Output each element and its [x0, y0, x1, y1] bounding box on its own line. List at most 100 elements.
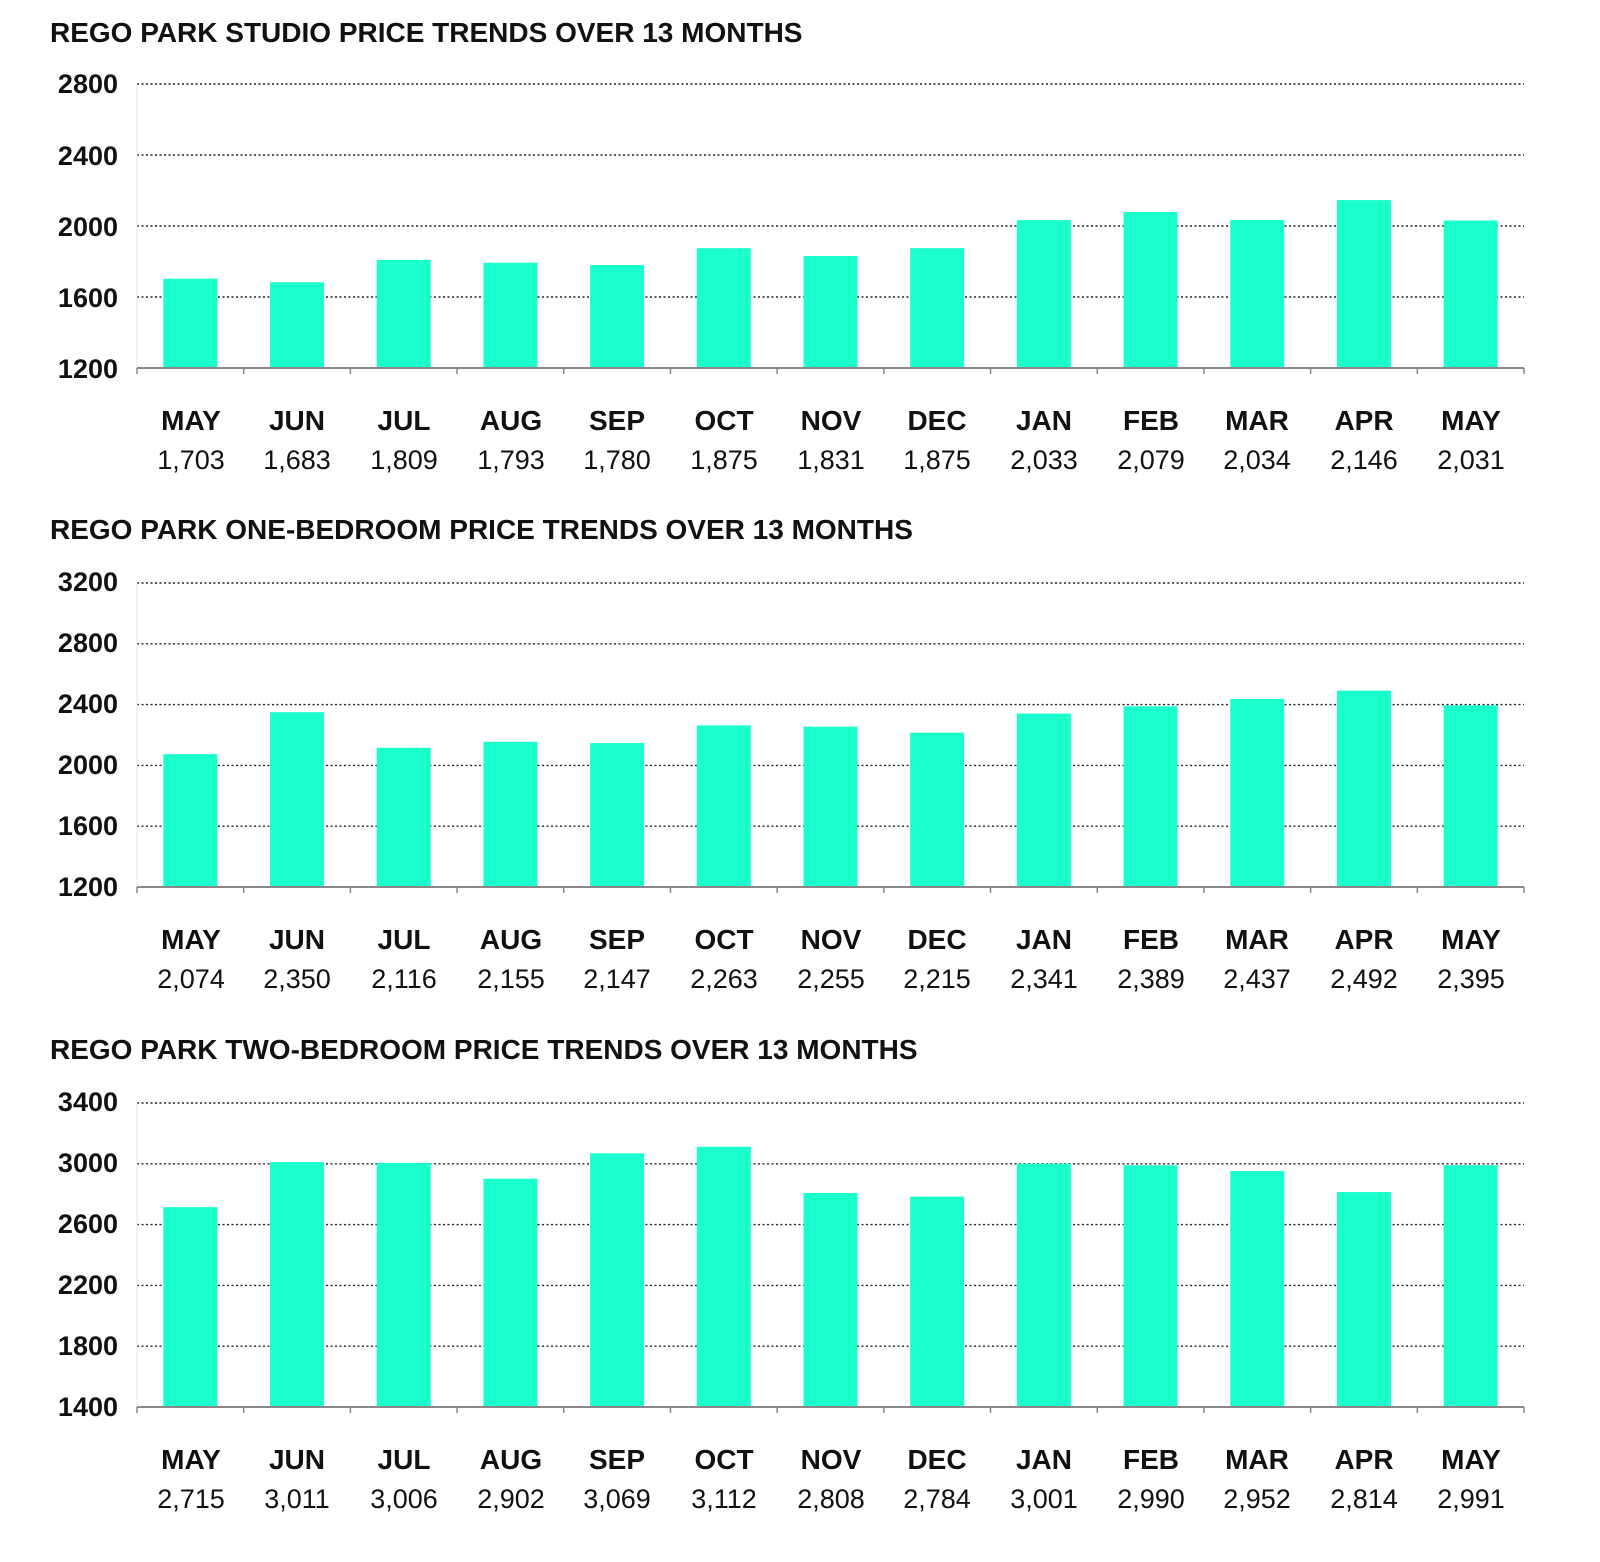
one-bedroom-month-label: APR	[1334, 924, 1393, 955]
two-bedroom-ytick-label: 1400	[58, 1392, 118, 1422]
studio-month-label: MAY	[1441, 405, 1501, 436]
studio-bar	[696, 248, 751, 368]
two-bedroom-value-label: 3,069	[583, 1484, 651, 1514]
one-bedroom-month-label: JAN	[1016, 924, 1072, 955]
one-bedroom-bar	[1443, 705, 1498, 887]
studio-value-label: 1,780	[583, 445, 651, 475]
two-bedroom-month-label: DEC	[907, 1444, 966, 1475]
two-bedroom-bars	[163, 1146, 1498, 1407]
one-bedroom-bar	[1230, 698, 1285, 887]
studio-month-label: MAR	[1225, 405, 1289, 436]
two-bedroom-bar	[590, 1153, 645, 1407]
two-bedroom-chart-title: REGO PARK TWO-BEDROOM PRICE TRENDS OVER …	[50, 1034, 918, 1065]
one-bedroom-value-label: 2,263	[690, 964, 758, 994]
studio-bar	[1123, 211, 1178, 368]
two-bedroom-month-label: APR	[1334, 1444, 1393, 1475]
studio-bar	[376, 259, 431, 368]
studio-value-label: 1,875	[903, 445, 971, 475]
studio-bar	[1230, 219, 1285, 368]
one-bedroom-bar	[1336, 690, 1391, 887]
one-bedroom-month-label: FEB	[1123, 924, 1179, 955]
two-bedroom-chart: REGO PARK TWO-BEDROOM PRICE TRENDS OVER …	[50, 1034, 1525, 1514]
studio-month-label: SEP	[589, 405, 645, 436]
two-bedroom-value-label: 2,990	[1117, 1484, 1185, 1514]
two-bedroom-value-label: 2,715	[157, 1484, 225, 1514]
two-bedroom-value-label: 2,814	[1330, 1484, 1398, 1514]
two-bedroom-ytick-label: 1800	[58, 1331, 118, 1361]
two-bedroom-ytick-label: 3400	[58, 1087, 118, 1117]
studio-bar	[1016, 220, 1071, 368]
one-bedroom-value-label: 2,341	[1010, 964, 1078, 994]
studio-month-label: APR	[1334, 405, 1393, 436]
studio-month-label: AUG	[480, 405, 542, 436]
two-bedroom-month-label: SEP	[589, 1444, 645, 1475]
one-bedroom-month-label: AUG	[480, 924, 542, 955]
two-bedroom-value-label: 3,006	[370, 1484, 438, 1514]
one-bedroom-bar	[1016, 713, 1071, 887]
one-bedroom-bar	[590, 743, 645, 887]
studio-value-label: 1,793	[477, 445, 545, 475]
studio-bar	[1336, 200, 1391, 368]
studio-chart-title: REGO PARK STUDIO PRICE TRENDS OVER 13 MO…	[50, 17, 802, 48]
one-bedroom-value-label: 2,492	[1330, 964, 1398, 994]
two-bedroom-value-label: 2,902	[477, 1484, 545, 1514]
one-bedroom-ytick-label: 2000	[58, 750, 118, 780]
studio-ytick-label: 2000	[58, 212, 118, 242]
two-bedroom-bar	[376, 1162, 431, 1407]
two-bedroom-bar	[696, 1146, 751, 1407]
studio-month-label: JUL	[378, 405, 431, 436]
one-bedroom-ytick-label: 2800	[58, 628, 118, 658]
two-bedroom-month-label: MAR	[1225, 1444, 1289, 1475]
one-bedroom-month-label: OCT	[694, 924, 753, 955]
one-bedroom-month-label: NOV	[801, 924, 862, 955]
studio-bar	[590, 265, 645, 368]
studio-value-label: 1,809	[370, 445, 438, 475]
two-bedroom-ytick-label: 2200	[58, 1270, 118, 1300]
one-bedroom-value-label: 2,255	[797, 964, 865, 994]
studio-bar	[163, 278, 218, 368]
one-bedroom-bar	[1123, 706, 1178, 887]
one-bedroom-ytick-label: 1600	[58, 811, 118, 841]
one-bedroom-value-label: 2,147	[583, 964, 651, 994]
one-bedroom-chart: REGO PARK ONE-BEDROOM PRICE TRENDS OVER …	[50, 514, 1525, 994]
two-bedroom-bar	[163, 1207, 218, 1407]
studio-value-label: 1,831	[797, 445, 865, 475]
one-bedroom-value-label: 2,389	[1117, 964, 1185, 994]
two-bedroom-month-label: NOV	[801, 1444, 862, 1475]
studio-value-label: 1,875	[690, 445, 758, 475]
one-bedroom-month-label: JUL	[378, 924, 431, 955]
studio-month-label: MAY	[161, 405, 221, 436]
two-bedroom-month-label: JAN	[1016, 1444, 1072, 1475]
two-bedroom-month-label: JUL	[378, 1444, 431, 1475]
studio-month-label: JUN	[269, 405, 325, 436]
studio-ytick-label: 2400	[58, 141, 118, 171]
studio-value-label: 2,034	[1223, 445, 1291, 475]
two-bedroom-month-label: FEB	[1123, 1444, 1179, 1475]
one-bedroom-value-label: 2,437	[1223, 964, 1291, 994]
studio-value-label: 2,033	[1010, 445, 1078, 475]
studio-chart: REGO PARK STUDIO PRICE TRENDS OVER 13 MO…	[50, 17, 1525, 475]
two-bedroom-value-label: 3,011	[264, 1484, 330, 1514]
one-bedroom-bar	[270, 712, 325, 887]
two-bedroom-value-label: 3,001	[1010, 1484, 1078, 1514]
studio-month-label: JAN	[1016, 405, 1072, 436]
one-bedroom-value-label: 2,116	[371, 964, 437, 994]
two-bedroom-value-label: 2,952	[1223, 1484, 1291, 1514]
studio-value-label: 1,703	[157, 445, 225, 475]
one-bedroom-month-label: MAY	[161, 924, 221, 955]
studio-value-label: 2,031	[1437, 445, 1505, 475]
one-bedroom-month-label: MAR	[1225, 924, 1289, 955]
one-bedroom-ytick-label: 1200	[58, 872, 118, 902]
two-bedroom-month-label: MAY	[1441, 1444, 1501, 1475]
two-bedroom-bar	[270, 1162, 325, 1407]
studio-ytick-label: 1600	[58, 283, 118, 313]
one-bedroom-ytick-label: 3200	[58, 567, 118, 597]
two-bedroom-bar	[1123, 1165, 1178, 1407]
studio-month-label: OCT	[694, 405, 753, 436]
two-bedroom-bar	[910, 1196, 965, 1407]
two-bedroom-bar	[1230, 1171, 1285, 1407]
one-bedroom-bar	[376, 747, 431, 887]
studio-ytick-label: 1200	[58, 354, 118, 384]
studio-bars	[163, 200, 1498, 368]
two-bedroom-bar	[1443, 1165, 1498, 1407]
